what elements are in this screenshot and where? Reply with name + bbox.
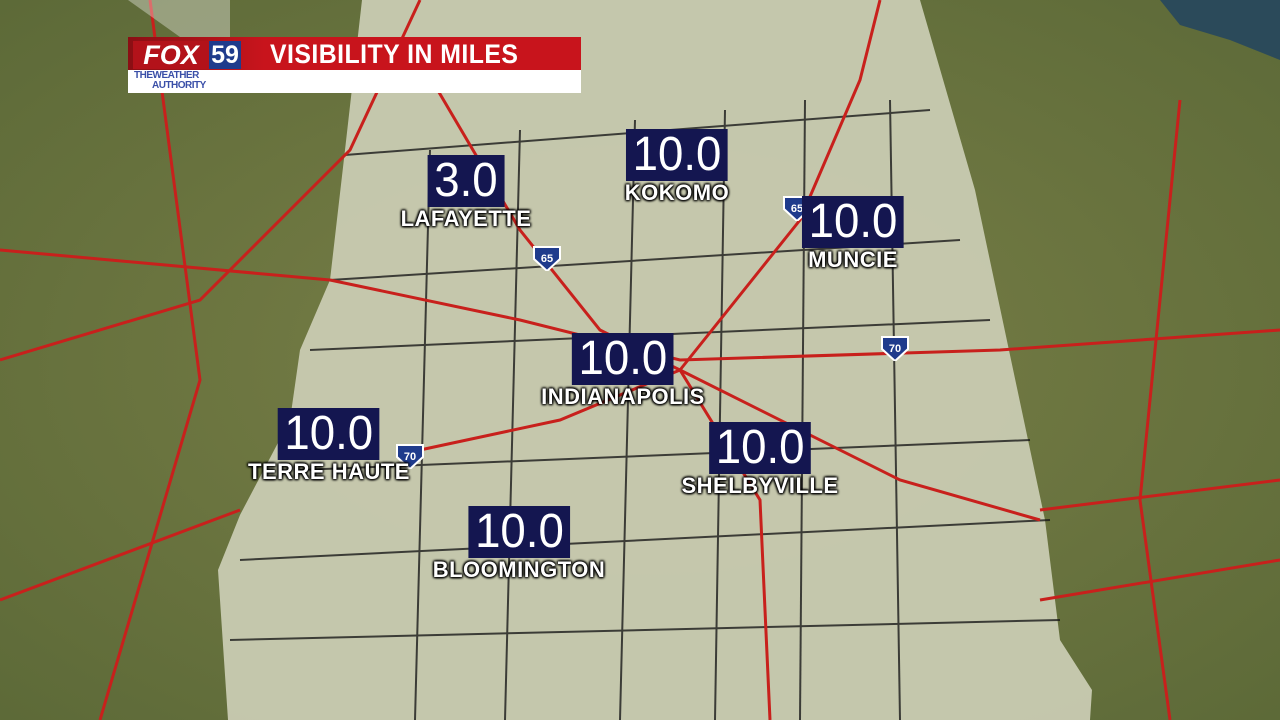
logo-channel: 59 bbox=[209, 41, 241, 69]
visibility-value: 10.0 bbox=[625, 129, 729, 181]
city-name: INDIANAPOLIS bbox=[541, 384, 705, 409]
logo-tagline: THEWEATHER AUTHORITY bbox=[134, 70, 206, 91]
city-indianapolis: 10.0 INDIANAPOLIS bbox=[541, 333, 705, 409]
city-name: LAFAYETTE bbox=[400, 206, 532, 231]
city-muncie: 10.0 MUNCIE bbox=[799, 196, 906, 272]
fox59-logo: FOX 59 bbox=[133, 41, 241, 70]
county-lines bbox=[229, 99, 1061, 720]
visibility-value: 10.0 bbox=[571, 333, 675, 385]
title-banner: FOX 59 THEWEATHER AUTHORITY VISIBILITY IN… bbox=[128, 37, 581, 93]
city-name: KOKOMO bbox=[624, 180, 730, 205]
visibility-value: 10.0 bbox=[708, 422, 812, 474]
city-name: MUNCIE bbox=[808, 247, 898, 272]
interstate-65-shield: 65 bbox=[532, 245, 562, 273]
city-bloomington: 10.0 BLOOMINGTON bbox=[433, 506, 606, 582]
city-terre-haute: 10.0 TERRE HAUTE bbox=[248, 408, 410, 484]
visibility-value: 10.0 bbox=[467, 506, 571, 558]
city-shelbyville: 10.0 SHELBYVILLE bbox=[681, 422, 838, 498]
city-name: TERRE HAUTE bbox=[248, 459, 410, 484]
city-name: BLOOMINGTON bbox=[432, 557, 606, 582]
city-lafayette: 3.0 LAFAYETTE bbox=[401, 155, 532, 231]
svg-text:70: 70 bbox=[889, 343, 901, 355]
city-name: SHELBYVILLE bbox=[681, 473, 839, 498]
svg-text:65: 65 bbox=[791, 203, 803, 215]
city-kokomo: 10.0 KOKOMO bbox=[623, 129, 730, 205]
interstate-70-shield: 70 bbox=[395, 443, 425, 471]
logo-fox: FOX bbox=[133, 41, 209, 70]
svg-text:70: 70 bbox=[404, 451, 416, 463]
visibility-value: 10.0 bbox=[801, 196, 905, 248]
visibility-value: 3.0 bbox=[427, 155, 505, 207]
page-title: VISIBILITY IN MILES bbox=[270, 39, 519, 69]
interstate-70-shield: 70 bbox=[880, 335, 910, 363]
visibility-value: 10.0 bbox=[277, 408, 381, 460]
svg-text:65: 65 bbox=[541, 253, 553, 265]
